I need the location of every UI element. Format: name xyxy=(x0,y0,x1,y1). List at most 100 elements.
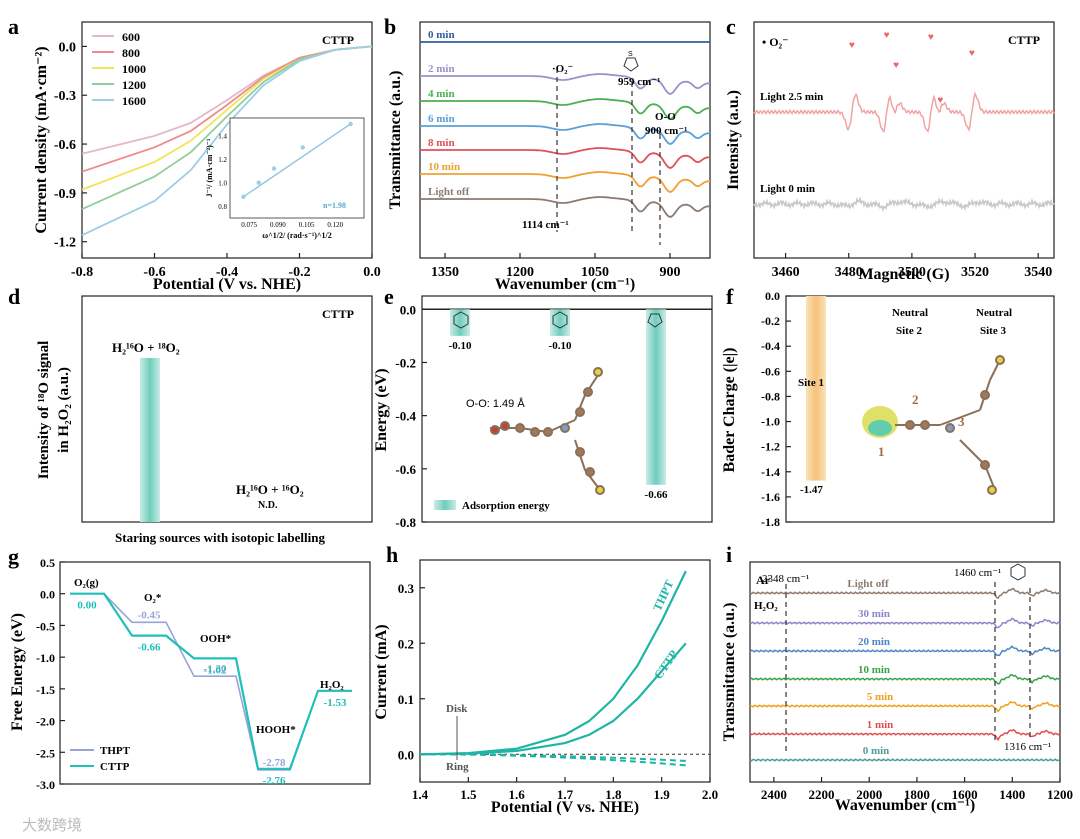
heart-icon: ♥ xyxy=(849,40,855,51)
x-ticks-i: 2400 2200 2000 1800 1600 1400 1200 xyxy=(761,777,1073,802)
y-label-b: Transmittance (a.u.) xyxy=(387,71,404,210)
line-h-CTTP xyxy=(419,642,687,756)
line-i-1 min xyxy=(749,728,1061,742)
energy-label-g: -2.78 xyxy=(263,757,286,769)
panel-c: c 3460 3480 3500 3520 3540 ♥ ♥ ♥ ♥ ♥ ♥ • O₂⁻ CTTP… xyxy=(725,14,1055,283)
x-tick-label-i: 1800 xyxy=(904,787,930,802)
ann-1316-i: 1316 cm⁻¹ xyxy=(1004,741,1051,753)
inset-x-tick-a: 0.075 xyxy=(241,221,257,229)
ring-label: Ring xyxy=(446,761,469,773)
y-label-i: Transmittance (a.u.) xyxy=(721,603,738,742)
inset-point-a xyxy=(256,180,261,185)
series-lines-h xyxy=(419,570,710,767)
panel-f: f 0.0 -0.2 -0.4 -0.6 -0.8 -1.0 -1.2 -1.4 -1.6 -1.… xyxy=(721,284,1055,529)
ann-959-b: 959 cm⁻¹ xyxy=(618,76,660,88)
y-tick-label-g: -1.0 xyxy=(36,651,55,665)
inset-point-a xyxy=(271,166,277,171)
species-c: • O₂⁻ xyxy=(762,35,788,49)
series-lines-a xyxy=(81,45,373,237)
panel-letter-b: b xyxy=(384,14,396,39)
label-thpt-h: THPT xyxy=(650,578,676,614)
y-ticks-h: 0.0 0.1 0.2 0.3 xyxy=(398,581,425,762)
x-tick-label-h: 1.8 xyxy=(605,787,622,802)
nd-label-d: N.D. xyxy=(258,500,278,511)
line-b-4 min xyxy=(420,98,710,120)
ann-1114-b: 1114 cm⁻¹ xyxy=(522,219,569,231)
x-label-h: Potential (V vs. NHE) xyxy=(491,799,639,816)
plot-frame-f xyxy=(785,295,1055,523)
state-o2g: O₂(g) xyxy=(74,577,99,589)
y-tick-label-f: 0.0 xyxy=(765,289,780,303)
ann-1460-i: 1460 cm⁻¹ xyxy=(954,567,1001,579)
site3-label-b: Site 3 xyxy=(980,325,1006,337)
bar-label-d-1: H₂¹⁶O + ¹⁸O₂ xyxy=(112,340,180,355)
site1-label: Site 1 xyxy=(798,377,824,389)
inset-x-tick-a: 0.090 xyxy=(270,221,286,229)
panel-h: h 1.4 1.5 1.6 1.7 1.8 1.9 2.0 0.0 0.1 0.2 0.3 Dis… xyxy=(373,542,718,816)
x-tick-label-h: 2.0 xyxy=(702,787,718,802)
y-ticks-e: 0.0 -0.2 -0.4 -0.6 -0.8 xyxy=(395,302,427,530)
energy-label-g: -2.76 xyxy=(263,775,286,787)
inset-xlabel-a: ω^1/2/ (rad·s⁻¹)^1/2 xyxy=(262,231,332,240)
tag-a: CTTP xyxy=(322,33,354,47)
y-ticks-f: 0.0 -0.2 -0.4 -0.6 -0.8 -1.0 -1.2 -1.4 -1.6 -1.8 xyxy=(761,289,791,529)
inset-y-tick-a: 1.4 xyxy=(218,133,227,141)
panel-letter-g: g xyxy=(8,544,19,569)
watermark: 大数跨境 xyxy=(22,816,82,834)
line-b-Light off xyxy=(420,196,710,218)
bar-e-1 xyxy=(550,309,570,336)
x-tick-label-i: 2400 xyxy=(761,787,787,802)
x-ticks-c: 3460 3480 3500 3520 3540 xyxy=(772,253,1052,280)
x-label-d: Staring sources with isotopic labelling xyxy=(115,530,325,545)
legend-label-a-1600: 1600 xyxy=(122,94,146,108)
ann-h2o2-i: H₂O₂ xyxy=(754,600,778,612)
y-tick-label-f: -1.8 xyxy=(761,515,780,529)
series-label-b-0 min: 0 min xyxy=(428,29,455,41)
x-tick-label-i: 2000 xyxy=(856,787,882,802)
plot-frame-d xyxy=(81,295,373,523)
energy-label-g: -0.45 xyxy=(138,609,161,621)
line-b-6 min xyxy=(420,123,710,145)
x-ticks-a: -0.8 -0.6 -0.4 -0.2 0.0 xyxy=(71,253,381,280)
heart-icon: ♥ xyxy=(928,32,934,43)
triazine-icon xyxy=(453,311,469,329)
site2-label-b: Site 2 xyxy=(896,325,922,337)
x-tick-label-a: -0.6 xyxy=(143,265,165,280)
benzene-icon xyxy=(552,311,568,329)
x-label-b: Wavenumber (cm⁻¹) xyxy=(495,276,635,293)
state-h2o2: H₂O₂ xyxy=(320,679,344,691)
panel-g: g 0.5 0.0 -0.5 -1.0 -1.5 -2.0 -2.5 -3.0 -0.45 -1… xyxy=(8,544,371,792)
energy-label-g: -1.02 xyxy=(204,664,227,676)
state-hooh: HOOH* xyxy=(256,724,296,736)
inset-fit-a xyxy=(243,123,351,198)
bar-f-site1 xyxy=(806,296,826,481)
steps-g-CTTP xyxy=(70,592,352,770)
inset-point-a xyxy=(300,145,305,150)
trace-label-light: Light 2.5 min xyxy=(760,91,823,103)
energy-steps-g: -0.45 -1.30 -2.78 0.00 -0.66 -1.02 -2.76 -1.53 xyxy=(70,592,352,787)
triazine-icon-i xyxy=(1010,563,1026,581)
legend-label-g-THPT: THPT xyxy=(100,745,131,757)
series-label-i-30 min: 30 min xyxy=(858,608,890,620)
inset-a: 0.8 1.0 1.2 1.4 0.075 0.090 0.105 0.120 xyxy=(218,121,353,229)
x-tick-label-a: 0.0 xyxy=(363,265,381,280)
inset-note-a: n=1.98 xyxy=(323,201,346,210)
x-tick-label-i: 1400 xyxy=(999,787,1025,802)
plot-frame-e xyxy=(421,295,713,523)
legend-label-a-1200: 1200 xyxy=(122,78,146,92)
y-tick-label-a: -1.2 xyxy=(54,236,76,251)
legend-swatch-e xyxy=(434,500,456,510)
heart-icon: ♥ xyxy=(969,48,975,59)
y-ticks-a: 0.0 -0.3 -0.6 -0.9 -1.2 xyxy=(54,40,87,251)
panel-i: i 2400 2200 2000 1800 1600 1400 1200 Light off… xyxy=(721,542,1073,814)
site3-label-a: Neutral xyxy=(976,307,1012,319)
legend-label-a-1000: 1000 xyxy=(122,62,146,76)
bar-value-e-1: -0.10 xyxy=(549,340,572,352)
heart-icon: ♥ xyxy=(937,95,943,106)
series-label-i-5 min: 5 min xyxy=(867,691,894,703)
site2-label-a: Neutral xyxy=(892,307,928,319)
x-tick-label-h: 1.5 xyxy=(460,787,477,802)
y-tick-label-a: 0.0 xyxy=(59,40,77,55)
line-b-8 min xyxy=(420,147,710,169)
line-b-2 min xyxy=(420,73,710,95)
